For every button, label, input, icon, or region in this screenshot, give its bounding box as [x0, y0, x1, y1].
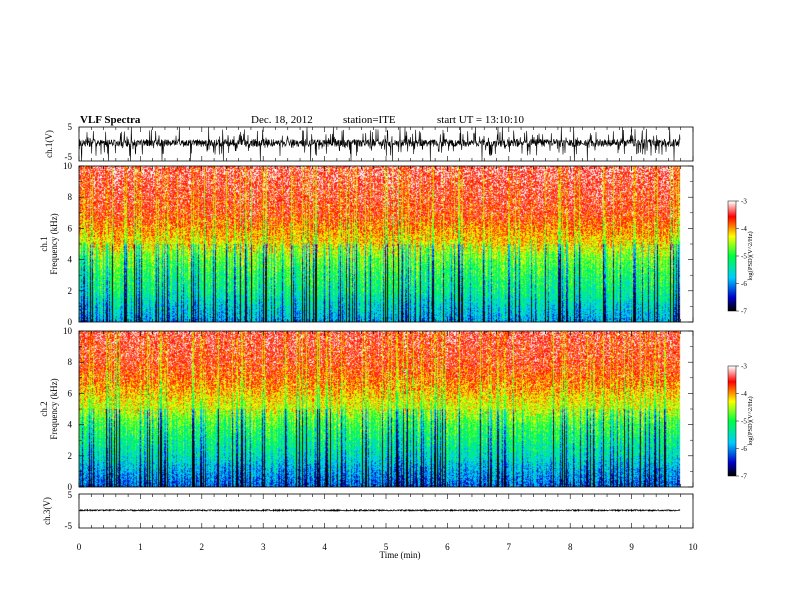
- x-axis-label: Time (min): [380, 550, 421, 560]
- x-tick-label: 6: [445, 542, 450, 552]
- ch1-waveform-panel: 5 -5 ch.1(V): [44, 122, 694, 162]
- colorbar-tick-label: -4: [741, 225, 747, 233]
- x-tick-label: 1: [138, 542, 143, 552]
- x-tick-labels: 0 1 2 3 4 5 6 7 8 9 10: [77, 542, 698, 552]
- ch3-waveform-xticks: [78, 494, 694, 528]
- ch1-wave-ylabel: ch.1(V): [44, 130, 54, 158]
- ch1-waveform-xticks: [78, 127, 694, 161]
- colorbar-tick-label: -3: [741, 198, 747, 206]
- x-tick-label: 8: [568, 542, 573, 552]
- ch3-wave-ylabel: ch.3(V): [42, 497, 52, 525]
- ch1-spectrogram-xticks: [78, 166, 694, 322]
- ch1-spectrogram-image: [79, 166, 693, 322]
- x-tick-label: 2: [200, 542, 205, 552]
- y-tick-label: 2: [68, 286, 73, 296]
- date-label: Dec. 18, 2012: [251, 114, 313, 126]
- station-label: station=ITE: [343, 114, 396, 126]
- colorbar-tick-label: -6: [741, 445, 747, 453]
- ch2-spectrogram-panel: 0 2 4 6 8 10 ch.2 Frequency (kHz): [39, 326, 694, 492]
- y-tick-label: 4: [68, 420, 73, 430]
- colorbar-tick-label: -7: [741, 308, 747, 316]
- ch1-ytick-bottom: -5: [65, 152, 73, 162]
- ch1-spectrogram-yticks: 0 2 4 6 8 10: [63, 161, 693, 327]
- x-tick-label: 0: [77, 542, 82, 552]
- ch1-spec-channel-label: ch.1: [39, 236, 49, 251]
- y-tick-label: 0: [68, 317, 73, 327]
- ch3-waveform-trace: [78, 508, 681, 513]
- ch3-ytick-top: 5: [68, 490, 73, 500]
- y-tick-label: 2: [68, 451, 73, 461]
- ch2-spectrogram-image: [79, 331, 693, 487]
- colorbar-tick-label: -5: [741, 418, 747, 426]
- ch1-colorbar-gradient: [728, 201, 736, 311]
- ch2-spectrogram-yticks: 0 2 4 6 8 10: [63, 326, 693, 492]
- ch1-colorbar: -3 -4 -5 -6 -7 log(PSD)(V^2/Hz): [727, 198, 754, 316]
- y-tick-label: 0: [68, 482, 73, 492]
- x-tick-label: 7: [507, 542, 512, 552]
- x-tick-label: 5: [384, 542, 389, 552]
- x-tick-label: 10: [689, 542, 699, 552]
- y-tick-label: 8: [68, 357, 73, 367]
- colorbar-tick-label: -5: [741, 253, 747, 261]
- y-tick-label: 10: [63, 161, 73, 171]
- ch1-spectrogram-panel: 0 2 4 6 8 10 ch.1 Frequency (kHz): [39, 161, 694, 327]
- ch1-waveform-trace: [78, 126, 681, 162]
- start-time-label: start UT = 13:10:10: [437, 114, 524, 126]
- x-tick-label: 4: [322, 542, 327, 552]
- y-tick-label: 10: [63, 326, 73, 336]
- x-tick-label: 3: [261, 542, 266, 552]
- y-tick-label: 6: [68, 223, 73, 233]
- colorbar-tick-label: -3: [741, 363, 747, 371]
- y-tick-label: 8: [68, 192, 73, 202]
- ch2-spectrogram-xticks: [78, 331, 694, 487]
- x-tick-label: 9: [629, 542, 634, 552]
- colorbar-tick-label: -4: [741, 390, 747, 398]
- y-tick-label: 6: [68, 388, 73, 398]
- ch1-ytick-top: 5: [68, 122, 73, 132]
- ch2-spec-channel-label: ch.2: [39, 401, 49, 416]
- ch2-colorbar-gradient: [728, 366, 736, 476]
- ch2-colorbar: -3 -4 -5 -6 -7 log(PSD)(V^2/Hz): [727, 363, 754, 481]
- colorbar-tick-label: -7: [741, 473, 747, 481]
- ch2-colorbar-ticks: -3 -4 -5 -6 -7: [736, 363, 747, 481]
- ch1-spec-ylabel: Frequency (kHz): [49, 213, 59, 274]
- figure-title: VLF Spectra: [80, 114, 141, 126]
- colorbar-tick-label: -6: [741, 280, 747, 288]
- ch3-waveform-panel: 5 -5 ch.3(V) 0 1 2 3 4 5 6 7 8 9 10: [42, 490, 698, 552]
- y-tick-label: 4: [68, 255, 73, 265]
- ch1-colorbar-ticks: -3 -4 -5 -6 -7: [736, 198, 747, 316]
- ch1-colorbar-label: log(PSD)(V^2/Hz): [747, 231, 754, 280]
- ch2-colorbar-label: log(PSD)(V^2/Hz): [747, 396, 754, 445]
- ch3-ytick-bottom: -5: [65, 521, 73, 531]
- ch2-spec-ylabel: Frequency (kHz): [49, 378, 59, 439]
